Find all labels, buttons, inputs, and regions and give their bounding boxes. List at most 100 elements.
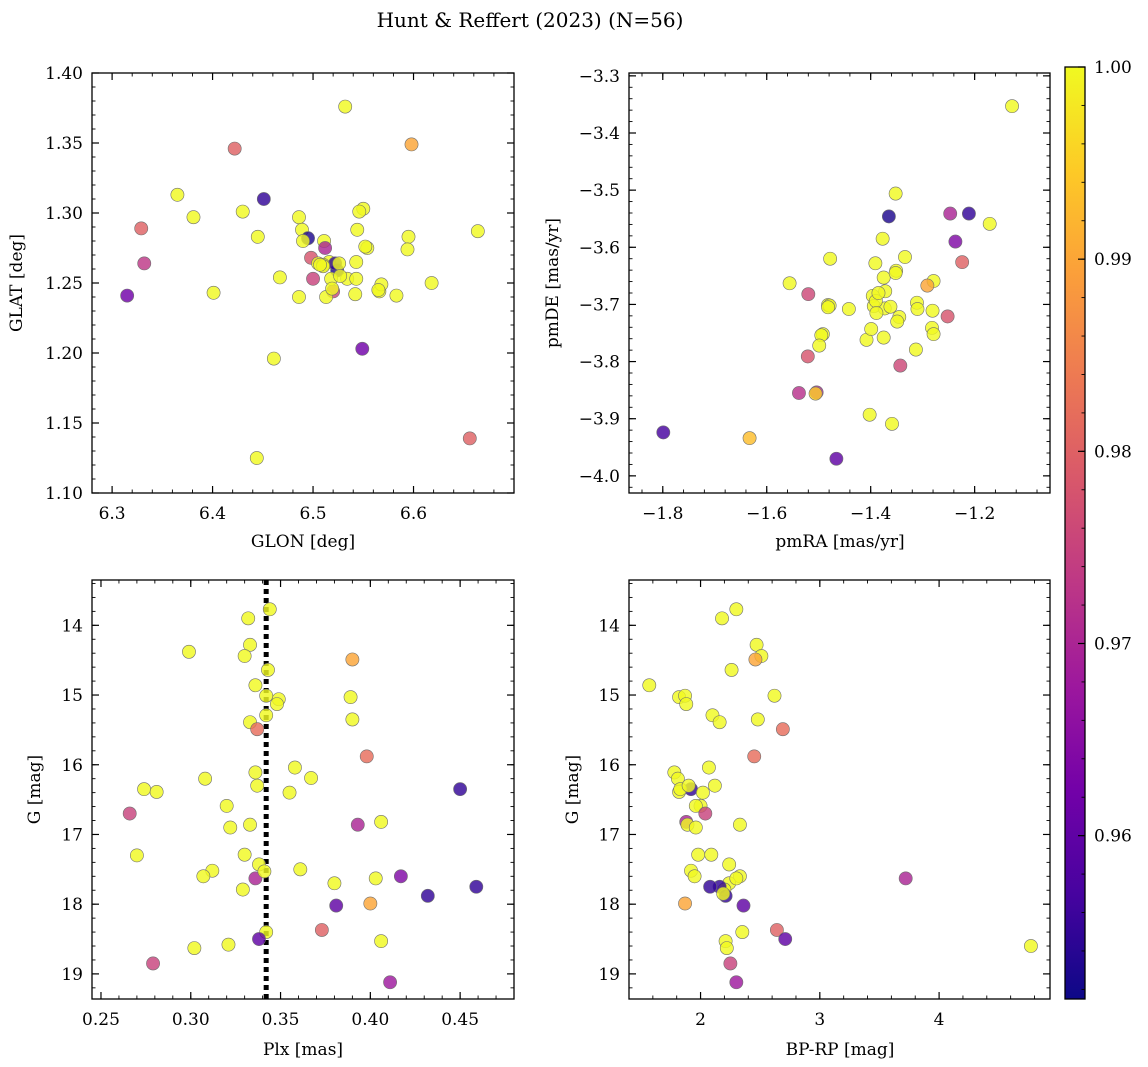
y-tick-label: 16 xyxy=(61,756,83,776)
y-tick-label: 1.30 xyxy=(45,204,83,224)
scatter-point xyxy=(723,956,738,971)
x-tick-label: −1.4 xyxy=(850,504,891,524)
scatter-point xyxy=(656,425,671,440)
y-axis-label: G [mag] xyxy=(25,755,45,824)
y-tick-label: 18 xyxy=(61,895,83,915)
scatter-point xyxy=(134,221,149,236)
scatter-point xyxy=(221,937,236,952)
scatter-point xyxy=(349,271,364,286)
y-tick-label: 1.15 xyxy=(45,414,83,434)
scatter-point xyxy=(270,697,284,711)
scatter-point xyxy=(250,722,265,737)
axes-frame xyxy=(91,579,515,1000)
scatter-point xyxy=(729,602,744,617)
scatter-point xyxy=(910,302,925,316)
colorbar-tick-label: 0.97 xyxy=(1094,634,1132,654)
scatter-point xyxy=(170,187,185,202)
figure-title: Hunt & Reffert (2023) (N=56) xyxy=(377,8,684,32)
colorbar-gradient xyxy=(1064,66,1086,1000)
scatter-point xyxy=(470,224,485,239)
y-tick-label: 1.25 xyxy=(45,274,83,294)
y-axis-label: GLAT [deg] xyxy=(7,234,27,332)
colorbar: 0.96 0.97 0.98 0.99 1.00 xyxy=(1064,58,1132,1000)
scatter-point xyxy=(249,451,264,465)
scatter-point xyxy=(338,99,353,114)
scatter-point xyxy=(345,652,360,667)
scatter-point xyxy=(679,697,694,711)
x-axis-label: GLON [deg] xyxy=(251,532,355,552)
scatter-point xyxy=(248,678,263,693)
scatter-point xyxy=(262,602,277,617)
scatter-point xyxy=(129,848,144,863)
scatter-point xyxy=(841,302,856,316)
y-tick-label: 14 xyxy=(61,616,83,636)
colorbar-tick-label: 0.96 xyxy=(1094,827,1132,847)
scatter-point xyxy=(782,276,797,291)
scatter-point xyxy=(982,216,997,231)
y-tick-label: −3.5 xyxy=(579,181,620,201)
scatter-point xyxy=(237,847,252,862)
scatter-point xyxy=(696,785,710,800)
scatter-point xyxy=(893,358,908,373)
x-tick-label: −1.6 xyxy=(746,504,787,524)
scatter-point xyxy=(187,941,202,956)
scatter-point xyxy=(792,386,806,400)
scatter-point xyxy=(420,888,435,903)
scatter-point xyxy=(678,896,692,911)
y-axis-label: pmDE [mas/yr] xyxy=(543,218,563,348)
scatter-point xyxy=(704,847,719,862)
scatter-points xyxy=(642,602,1038,990)
scatter-point xyxy=(296,234,310,248)
scatter-point xyxy=(733,817,747,832)
axes-frame xyxy=(628,579,1051,1000)
y-tick-label: −3.8 xyxy=(579,353,620,373)
scatter-panel-glon-glat: 6.3 6.4 6.5 6.6 1.10 1.15 1.20 1.25 1.30 1.35 1.40… xyxy=(7,64,515,552)
scatter-point xyxy=(292,290,306,304)
y-tick-label: −3.6 xyxy=(579,238,620,258)
scatter-point xyxy=(393,869,408,884)
axes-frame xyxy=(628,72,1051,494)
axes-frame xyxy=(91,72,515,494)
x-tick-label: 6.3 xyxy=(99,504,126,524)
scatter-point xyxy=(888,186,903,201)
scatter-point xyxy=(948,234,963,249)
scatter-point xyxy=(898,250,912,264)
scatter-point xyxy=(259,688,274,703)
scatter-point xyxy=(137,256,152,271)
scatter-point xyxy=(681,778,696,793)
scatter-panel-pmra-pmde: −1.8 −1.6 −1.4 −1.2 −4.0 −3.9 −3.8 −3.7 −3.6 −3.5… xyxy=(543,67,1051,552)
y-tick-label: 19 xyxy=(598,965,620,985)
scatter-point xyxy=(869,306,884,320)
scatter-point xyxy=(748,652,763,667)
y-tick-label: 15 xyxy=(61,686,83,706)
scatter-points xyxy=(656,99,1019,466)
x-axis-label: Plx [mas] xyxy=(263,1040,343,1060)
scatter-point xyxy=(642,678,657,693)
scatter-point xyxy=(348,287,363,302)
scatter-point xyxy=(868,256,883,271)
scatter-point xyxy=(314,923,329,937)
scatter-point xyxy=(235,882,250,897)
scatter-point xyxy=(368,871,383,886)
scatter-point xyxy=(350,222,365,237)
scatter-point xyxy=(235,204,250,219)
scatter-point xyxy=(227,141,242,156)
scatter-point xyxy=(241,611,256,626)
scatter-point xyxy=(252,932,266,946)
y-tick-label: 18 xyxy=(598,895,620,915)
x-tick-label: 3 xyxy=(814,1010,825,1030)
scatter-point xyxy=(876,330,891,345)
scatter-point xyxy=(332,256,347,271)
scatter-point xyxy=(453,782,468,797)
scatter-point xyxy=(333,269,348,283)
scatter-point xyxy=(266,351,281,366)
scatter-point xyxy=(259,708,274,723)
scatter-point xyxy=(146,956,160,971)
scatter-point xyxy=(812,338,827,353)
y-tick-label: 1.35 xyxy=(45,134,83,154)
scatter-point xyxy=(909,342,923,357)
scatter-point xyxy=(250,778,265,793)
scatter-point xyxy=(926,327,941,342)
scatter-point xyxy=(371,283,386,297)
scatter-point xyxy=(261,663,275,677)
